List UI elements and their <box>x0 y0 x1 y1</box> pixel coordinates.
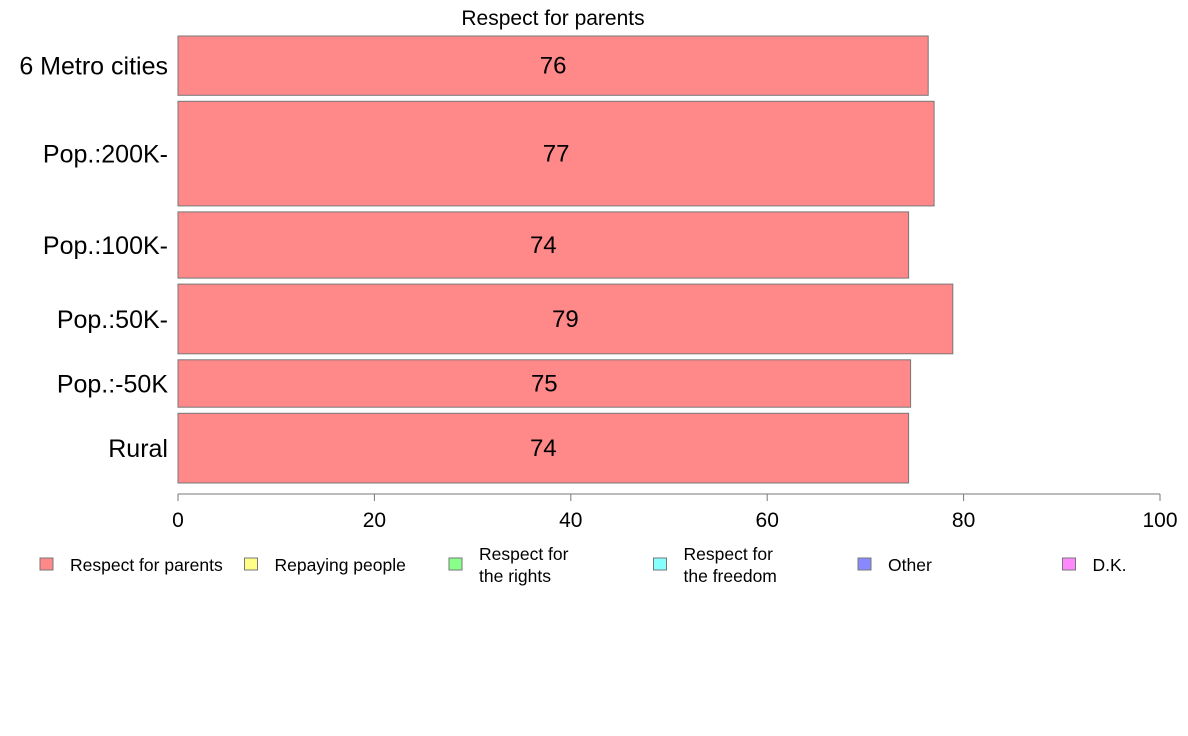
legend-swatch <box>448 557 463 571</box>
legend-label: the rights <box>479 566 551 586</box>
category-label: Pop.:-50K <box>57 371 169 399</box>
legend-label: the freedom <box>684 566 777 586</box>
bar <box>177 100 935 207</box>
data-label: 75 <box>531 371 558 398</box>
data-label: 74 <box>530 435 557 462</box>
x-tick-label: 80 <box>952 509 975 532</box>
category-label: Pop.:200K- <box>43 141 168 169</box>
legend-label: D.K. <box>1093 555 1127 575</box>
bars-group: 76 6 Metro cities 77 Pop.:200K- 74 Pop.:100K-… <box>19 35 954 484</box>
legend-label: Other <box>888 555 932 575</box>
legend-swatch <box>653 557 667 571</box>
data-label: 77 <box>543 141 570 168</box>
category-label: Pop.:100K- <box>43 232 168 260</box>
legend-swatch <box>857 557 872 571</box>
x-tick-label: 40 <box>559 509 582 532</box>
chart-title: Respect for parents <box>461 7 644 30</box>
category-label: Pop.:50K- <box>57 306 168 334</box>
data-label: 76 <box>540 53 567 80</box>
data-label: 74 <box>530 232 557 259</box>
x-tick-label: 0 <box>172 509 184 532</box>
x-tick-label: 100 <box>1142 509 1177 532</box>
x-tick-label: 60 <box>756 509 779 532</box>
data-label: 79 <box>552 306 579 333</box>
legend-label: Respect for <box>479 544 569 564</box>
bar <box>177 412 910 484</box>
bar <box>177 35 929 96</box>
legend-swatch <box>1062 557 1076 571</box>
legend: Respect for parents Repaying people Respec… <box>39 544 1127 586</box>
legend-swatch <box>39 557 54 571</box>
category-label: Rural <box>108 435 168 463</box>
category-label: 6 Metro cities <box>19 53 168 81</box>
x-tick-label: 20 <box>363 509 386 532</box>
legend-label: Repaying people <box>275 555 406 575</box>
bar <box>177 359 912 408</box>
legend-swatch <box>244 557 258 571</box>
legend-label: Respect for <box>684 544 774 564</box>
x-axis: 0 20 40 60 80 100 <box>172 493 1178 532</box>
bar <box>177 283 954 355</box>
legend-label: Respect for parents <box>70 555 223 575</box>
bar <box>177 211 910 279</box>
